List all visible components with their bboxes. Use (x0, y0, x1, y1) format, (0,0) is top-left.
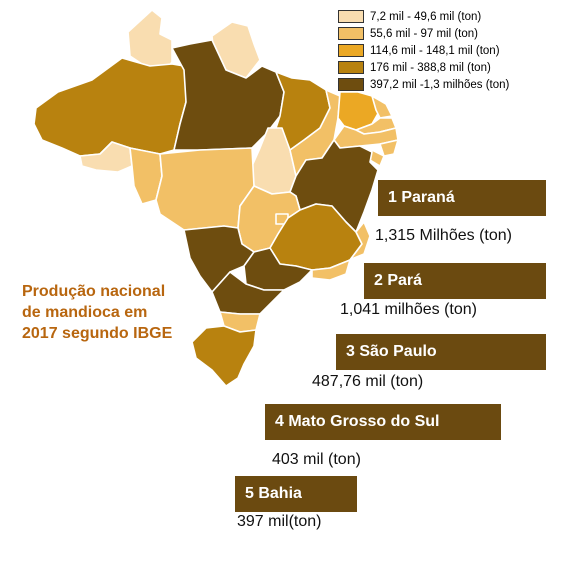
legend-label: 176 mil - 388,8 mil (ton) (370, 61, 491, 74)
ranking-value-1: 1,315 Milhões (ton) (375, 227, 512, 244)
legend-swatch (338, 10, 364, 23)
legend-label: 7,2 mil - 49,6 mil (ton) (370, 10, 482, 23)
state-es (349, 221, 371, 261)
legend-swatch (338, 44, 364, 57)
legend-swatch (338, 61, 364, 74)
state-al (379, 139, 399, 157)
legend: 7,2 mil - 49,6 mil (ton) 55,6 mil - 97 m… (338, 8, 538, 93)
map-title-line: de mandioca em (22, 304, 148, 321)
ranking-value-5: 397 mil(ton) (237, 513, 322, 530)
legend-label: 55,6 mil - 97 mil (ton) (370, 27, 479, 40)
legend-label: 114,6 mil - 148,1 mil (ton) (370, 44, 500, 57)
ranking-bar-2: 2 Pará (364, 263, 546, 299)
ranking-bar-3: 3 São Paulo (336, 334, 546, 370)
ranking-value-4: 403 mil (ton) (272, 451, 361, 468)
ranking-bar-5: 5 Bahia (235, 476, 357, 512)
state-rs (191, 325, 257, 387)
ranking-value-3: 487,76 mil (ton) (312, 373, 424, 390)
legend-row: 55,6 mil - 97 mil (ton) (338, 25, 538, 42)
map-title-line: Produção nacional (22, 283, 166, 300)
legend-swatch (338, 27, 364, 40)
state-rn (371, 95, 393, 119)
state-rr (127, 9, 173, 73)
ranking-value-2: 1,041 milhões (ton) (340, 301, 477, 318)
ranking-bar-1: 1 Paraná (378, 180, 546, 216)
legend-row: 7,2 mil - 49,6 mil (ton) (338, 8, 538, 25)
legend-swatch (338, 78, 364, 91)
legend-label: 397,2 mil -1,3 milhões (ton) (370, 78, 510, 91)
legend-row: 397,2 mil -1,3 milhões (ton) (338, 76, 538, 93)
legend-row: 176 mil - 388,8 mil (ton) (338, 59, 538, 76)
map-title-line: 2017 segundo IBGE (22, 325, 173, 342)
legend-row: 114,6 mil - 148,1 mil (ton) (338, 42, 538, 59)
map-title: Produção nacional de mandioca em 2017 se… (22, 281, 172, 344)
ranking-bar-4: 4 Mato Grosso do Sul (265, 404, 501, 440)
state-rj (311, 259, 351, 281)
